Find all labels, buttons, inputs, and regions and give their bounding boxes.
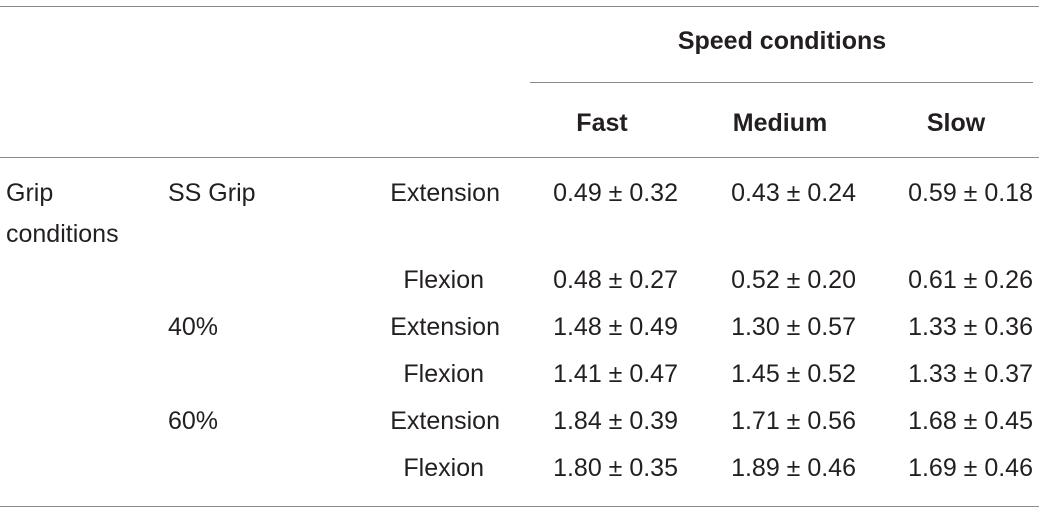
movement-label: Extension — [390, 407, 500, 435]
column-header-slow: Slow — [926, 109, 986, 137]
movement-label: Flexion — [403, 266, 484, 294]
cell-slow: 0.61 ± 0.26 — [908, 266, 1033, 294]
movement-label: Flexion — [403, 454, 484, 482]
cell-fast: 1.41 ± 0.47 — [553, 360, 678, 388]
cell-fast: 1.80 ± 0.35 — [553, 454, 678, 482]
cell-fast: 1.84 ± 0.39 — [553, 407, 678, 435]
cell-slow: 1.69 ± 0.46 — [908, 454, 1033, 482]
speed-conditions-header: Speed conditions — [677, 27, 887, 55]
cell-fast: 0.49 ± 0.32 — [553, 179, 678, 207]
cell-fast: 1.48 ± 0.49 — [553, 313, 678, 341]
cell-medium: 1.71 ± 0.56 — [731, 407, 856, 435]
top-rule — [0, 6, 1039, 7]
cell-slow: 1.33 ± 0.36 — [908, 313, 1033, 341]
cell-medium: 0.52 ± 0.20 — [731, 266, 856, 294]
cell-medium: 1.89 ± 0.46 — [731, 454, 856, 482]
movement-label: Flexion — [403, 360, 484, 388]
column-header-fast: Fast — [576, 109, 628, 137]
grip-level-label: SS Grip — [168, 179, 256, 207]
grip-level-label: 40% — [168, 313, 219, 341]
cell-medium: 1.30 ± 0.57 — [731, 313, 856, 341]
movement-label: Extension — [390, 179, 500, 207]
speed-group-rule — [530, 82, 1033, 83]
cell-medium: 1.45 ± 0.52 — [731, 360, 856, 388]
cell-slow: 1.68 ± 0.45 — [908, 407, 1033, 435]
cell-fast: 0.48 ± 0.27 — [553, 266, 678, 294]
cell-slow: 0.59 ± 0.18 — [908, 179, 1033, 207]
grip-conditions-label-line2: conditions — [6, 220, 119, 248]
movement-label: Extension — [390, 313, 500, 341]
grip-level-label: 60% — [168, 407, 219, 435]
cell-medium: 0.43 ± 0.24 — [731, 179, 856, 207]
cell-slow: 1.33 ± 0.37 — [908, 360, 1033, 388]
header-bottom-rule — [0, 157, 1039, 158]
bottom-rule — [0, 506, 1039, 507]
grip-conditions-label-line1: Grip — [6, 179, 54, 207]
column-header-medium: Medium — [732, 109, 828, 137]
